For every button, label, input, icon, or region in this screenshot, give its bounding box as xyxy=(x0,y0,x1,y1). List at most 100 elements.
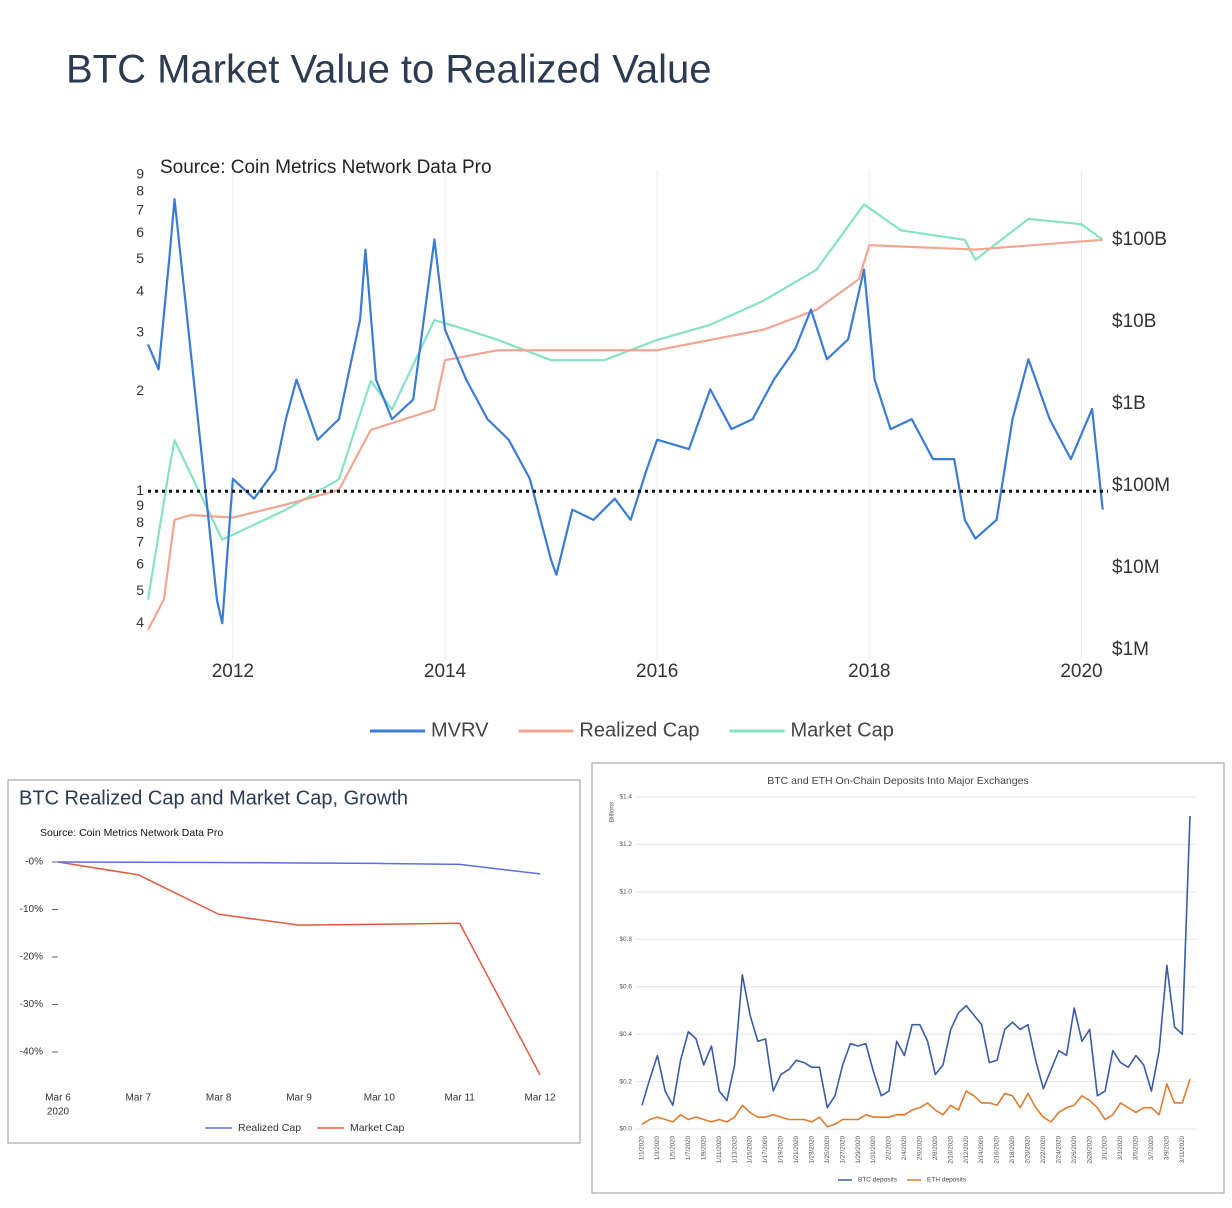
x-tick-label: 2/14/2020 xyxy=(978,1135,985,1163)
x-tick-label: 1/5/2020 xyxy=(670,1135,677,1160)
y2-tick-label: $1M xyxy=(1112,639,1149,660)
y-tick-label: 1 xyxy=(136,482,144,498)
x-tick-label: 2/16/2020 xyxy=(994,1135,1001,1163)
y-tick-label: 7 xyxy=(136,202,144,218)
x-tick-label: 3/11/2020 xyxy=(1179,1135,1186,1163)
x-tick-label: 1/29/2020 xyxy=(855,1135,862,1163)
y2-tick-label: $10M xyxy=(1112,557,1160,578)
x-tick-label: 2/2/2020 xyxy=(886,1135,893,1160)
legend-label: Market Cap xyxy=(791,719,894,741)
series-line xyxy=(146,203,1104,600)
y2-tick-label: $10B xyxy=(1112,311,1156,332)
x-tick-label: 2/24/2020 xyxy=(1055,1135,1062,1163)
series-line xyxy=(641,1078,1191,1128)
x-tick-label: 3/7/2020 xyxy=(1148,1135,1155,1160)
series-line xyxy=(641,815,1191,1109)
chart-title: BTC and ETH On-Chain Deposits Into Major… xyxy=(767,775,1028,787)
y-tick-label: 4 xyxy=(136,614,144,630)
legend-label: Realized Cap xyxy=(238,1122,301,1134)
x-tick-label: 2016 xyxy=(636,661,678,682)
chart-subtitle: Source: Coin Metrics Network Data Pro xyxy=(40,827,223,839)
chart-subtitle: Source: Coin Metrics Network Data Pro xyxy=(160,157,492,178)
y-tick-label: $0.0 xyxy=(619,1126,632,1133)
panel-deposits xyxy=(591,762,1225,1194)
x-tick-label: 2012 xyxy=(212,661,254,682)
y-tick-label: $0.2 xyxy=(619,1078,632,1085)
x-tick-label: 1/15/2020 xyxy=(747,1135,754,1163)
x-tick-label: 1/7/2020 xyxy=(685,1135,692,1160)
y-tick-label: 5 xyxy=(136,250,144,266)
y-tick-label: $0.6 xyxy=(619,983,632,990)
x-tick-label: 1/27/2020 xyxy=(839,1135,846,1163)
y-tick-label: 9 xyxy=(136,165,144,181)
x-tick-label: 2/8/2020 xyxy=(932,1135,939,1160)
x-tick-label: Mar 10 xyxy=(364,1093,396,1104)
x-tick-label: 2/26/2020 xyxy=(1071,1135,1078,1163)
legend-label: Realized Cap xyxy=(579,719,699,741)
legend-label: ETH deposits xyxy=(927,1177,967,1184)
x-tick-label: 1/31/2020 xyxy=(870,1135,877,1163)
x-tick-label: 2018 xyxy=(848,661,890,682)
y-tick-label: -20% xyxy=(20,952,43,963)
x-tick-label: 1/17/2020 xyxy=(762,1135,769,1163)
x-tick-label: 2/22/2020 xyxy=(1040,1135,1047,1163)
x-year-label: 2020 xyxy=(47,1107,70,1118)
x-tick-label: Mar 11 xyxy=(444,1093,475,1104)
y-tick-label: $0.4 xyxy=(619,1031,632,1038)
x-tick-label: 2/6/2020 xyxy=(916,1135,923,1160)
y-tick-label: 6 xyxy=(136,224,144,240)
x-tick-label: 2020 xyxy=(1060,661,1102,682)
y-tick-label: 4 xyxy=(136,282,144,298)
x-tick-label: 2/28/2020 xyxy=(1086,1135,1093,1163)
x-tick-label: 1/19/2020 xyxy=(778,1135,785,1163)
legend-label: Market Cap xyxy=(350,1122,404,1134)
y-axis-label: Billions xyxy=(609,801,616,822)
y2-tick-label: $1B xyxy=(1112,393,1146,414)
y-tick-label: 2 xyxy=(136,382,144,398)
x-tick-label: 3/1/2020 xyxy=(1102,1135,1109,1160)
x-tick-label: 2/18/2020 xyxy=(1009,1135,1016,1163)
y-tick-label: 8 xyxy=(136,514,144,530)
x-tick-label: 3/3/2020 xyxy=(1117,1135,1124,1160)
x-tick-label: 1/25/2020 xyxy=(824,1135,831,1163)
x-tick-label: 2/12/2020 xyxy=(963,1135,970,1163)
series-line xyxy=(147,238,1103,631)
y-tick-label: 7 xyxy=(136,533,144,549)
y-tick-label: -30% xyxy=(20,999,43,1010)
y-tick-label: 6 xyxy=(136,556,144,572)
y2-tick-label: $100M xyxy=(1112,475,1170,496)
chart-title: BTC Realized Cap and Market Cap, Growth xyxy=(19,787,408,809)
y-tick-label: $1.4 xyxy=(619,794,632,801)
x-tick-label: 1/3/2020 xyxy=(654,1135,661,1160)
x-tick-label: 1/13/2020 xyxy=(731,1135,738,1163)
x-tick-label: 2/10/2020 xyxy=(947,1135,954,1163)
y-tick-label: $0.8 xyxy=(619,936,632,943)
legend-label: BTC deposits xyxy=(858,1177,898,1184)
x-tick-label: Mar 9 xyxy=(286,1093,312,1104)
series-line xyxy=(57,861,541,1076)
x-tick-label: 3/5/2020 xyxy=(1133,1135,1140,1160)
x-tick-label: 1/1/2020 xyxy=(639,1135,646,1160)
x-tick-label: 3/9/2020 xyxy=(1163,1135,1170,1160)
series-line xyxy=(57,861,541,875)
y-tick-label: -10% xyxy=(20,904,43,915)
x-tick-label: 1/23/2020 xyxy=(808,1135,815,1163)
x-tick-label: 2/4/2020 xyxy=(901,1135,908,1160)
x-tick-label: Mar 8 xyxy=(206,1093,232,1104)
x-tick-label: 1/11/2020 xyxy=(716,1135,723,1163)
x-tick-label: 1/9/2020 xyxy=(700,1135,707,1160)
y-tick-label: $1.2 xyxy=(619,841,632,848)
y2-tick-label: $100B xyxy=(1112,229,1167,250)
panel-growth xyxy=(7,779,581,1144)
y-tick-label: -40% xyxy=(20,1047,43,1058)
y-tick-label: 3 xyxy=(136,324,144,340)
y-tick-label: 8 xyxy=(136,182,144,198)
y-tick-label: -0% xyxy=(25,857,43,868)
x-tick-label: 2014 xyxy=(424,661,467,682)
x-tick-label: Mar 12 xyxy=(524,1093,556,1104)
y-tick-label: 9 xyxy=(136,497,144,513)
x-tick-label: Mar 7 xyxy=(126,1093,152,1104)
x-tick-label: 1/21/2020 xyxy=(793,1135,800,1163)
y-tick-label: 5 xyxy=(136,582,144,598)
